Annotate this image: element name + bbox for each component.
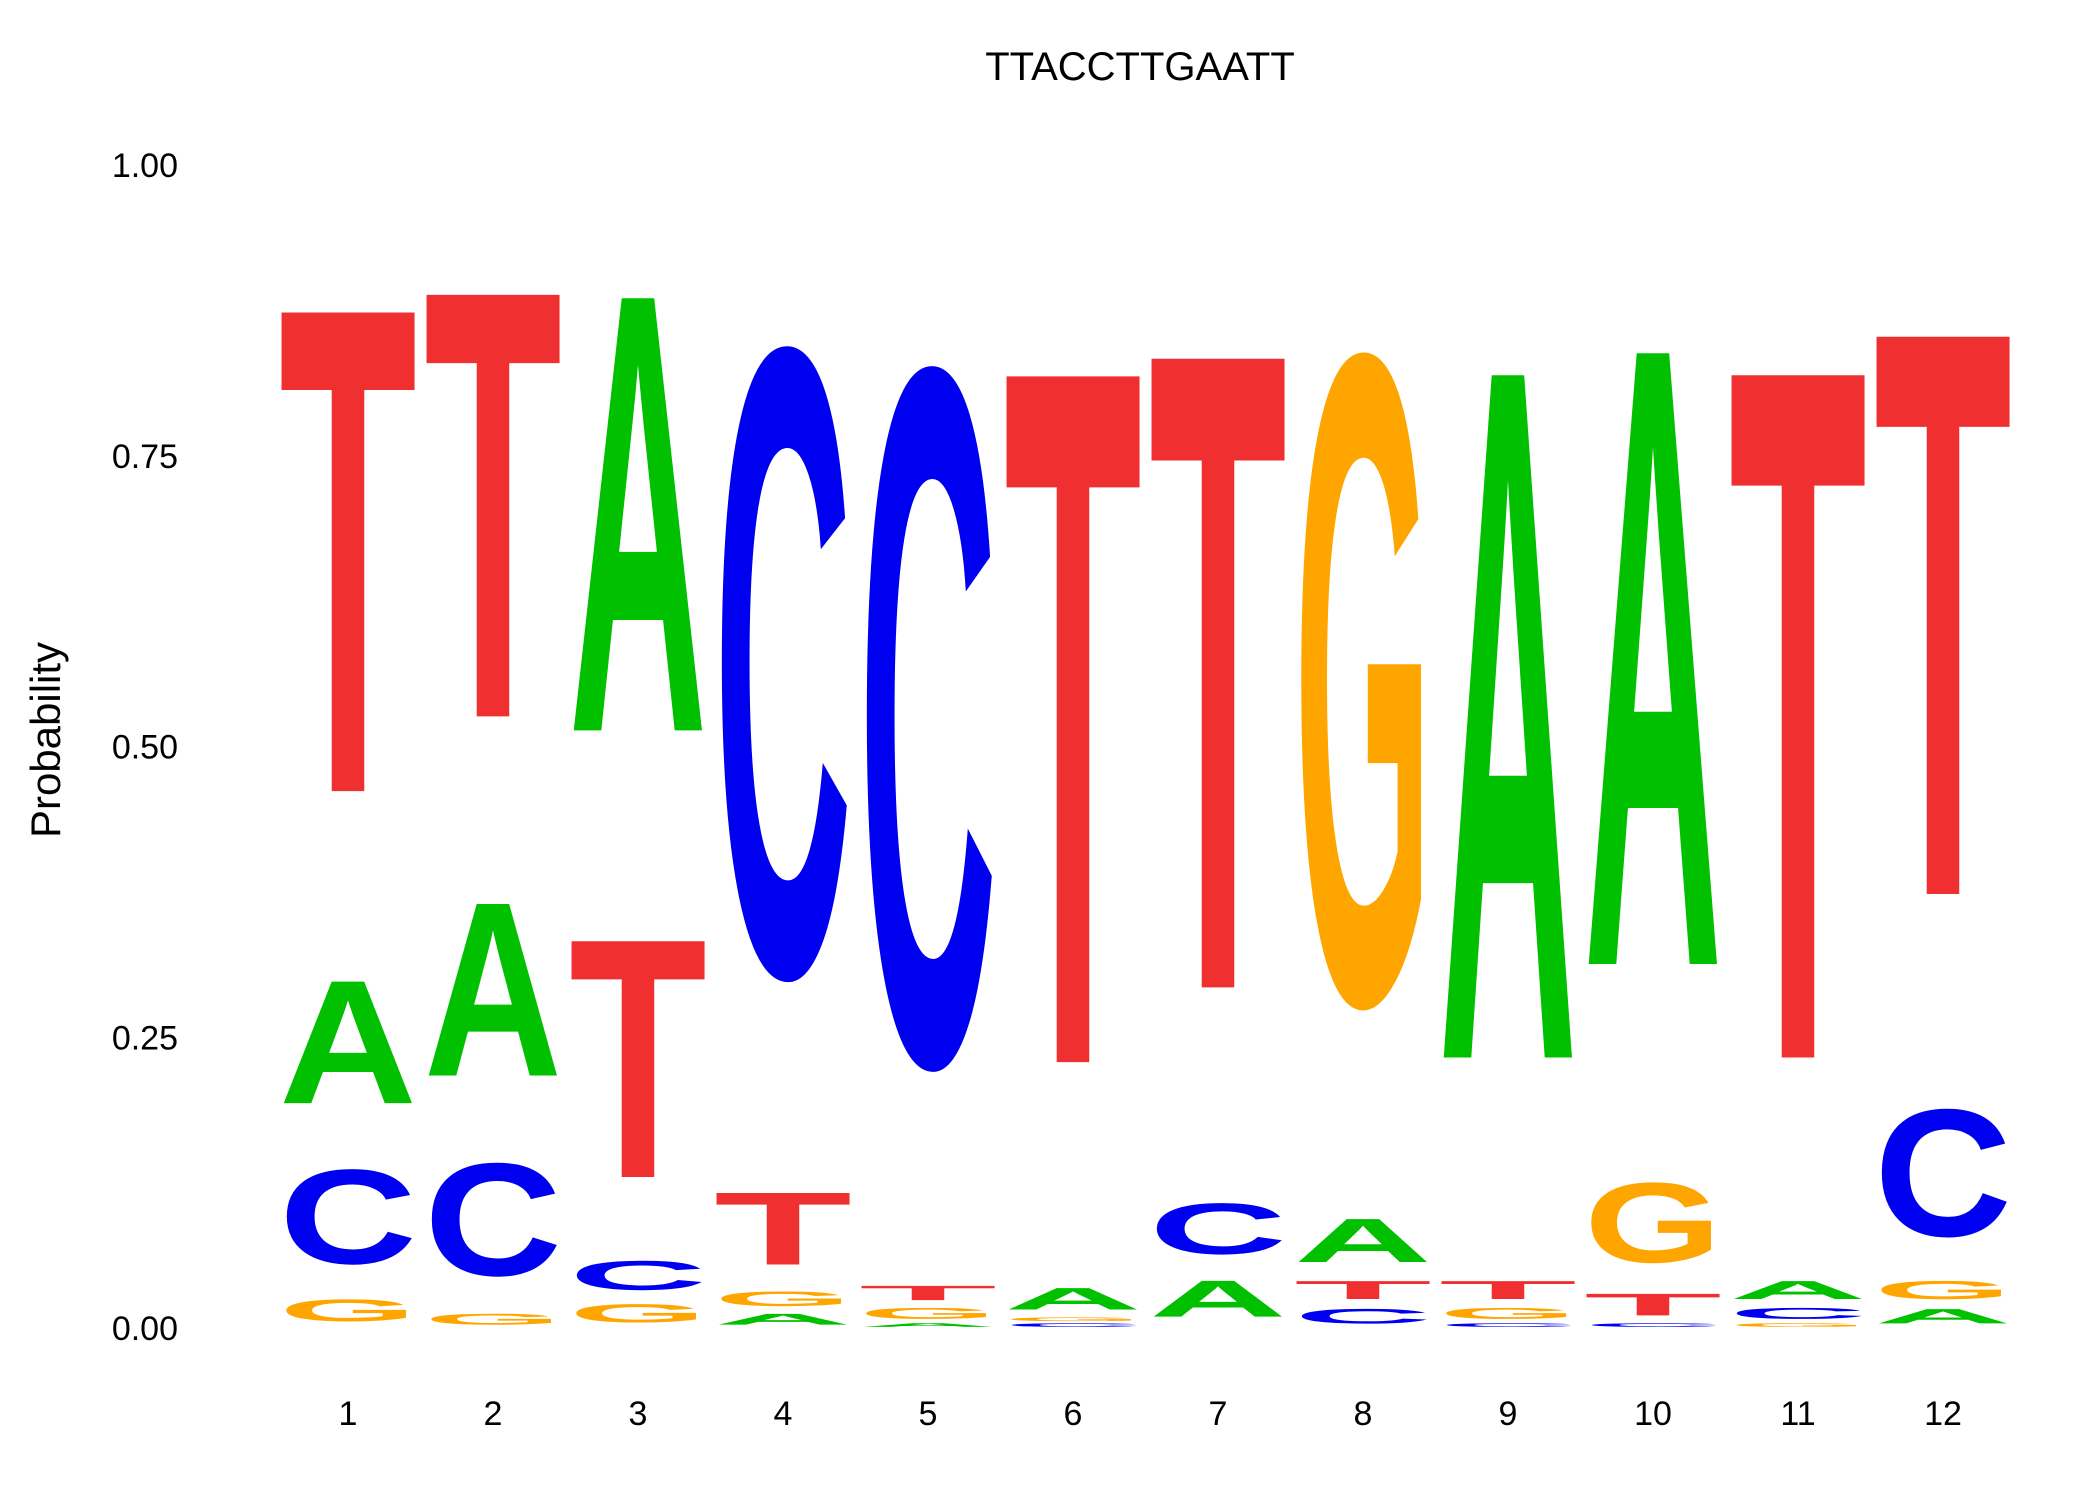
logo-letter-g: G [1004, 1316, 1142, 1322]
logo-letter-c: C [1004, 1322, 1142, 1328]
logo-letter-t: T [714, 1171, 852, 1287]
x-tick-label: 7 [1209, 1395, 1228, 1433]
logo-letter-c: C [1149, 1188, 1287, 1269]
logo-letter-a: A [1004, 1282, 1142, 1317]
logo-letter-t: T [1874, 161, 2012, 1066]
logo-letter-c: C [569, 1253, 707, 1299]
logo-letter-a: A [1294, 1206, 1432, 1276]
logo-letter-a: A [859, 1322, 997, 1328]
logo-letter-t: T [859, 1281, 997, 1304]
y-tick-label: 0.50 [112, 729, 178, 767]
x-tick-label: 5 [919, 1395, 938, 1433]
logo-letter-g: G [569, 1299, 707, 1328]
logo-letter-t: T [1294, 1276, 1432, 1305]
x-tick-label: 12 [1924, 1395, 1962, 1433]
logo-letter-t: T [1439, 1276, 1577, 1305]
logo-letter-g: G [424, 1310, 562, 1327]
x-tick-label: 1 [339, 1395, 358, 1433]
logo-letter-a: A [279, 943, 417, 1141]
x-tick-label: 4 [774, 1395, 793, 1433]
logo-letter-c: C [1874, 1071, 2012, 1275]
logo-letter-a: A [424, 851, 562, 1129]
logo-letter-c: C [859, 161, 997, 1275]
logo-letter-c: C [1294, 1305, 1432, 1328]
logo-letter-t: T [279, 162, 417, 939]
y-tick-label: 0.25 [112, 1019, 178, 1057]
logo-letter-g: G [1294, 160, 1432, 1199]
y-tick-label: 0.00 [112, 1310, 178, 1348]
x-tick-label: 8 [1354, 1395, 1373, 1433]
logo-letter-c: C [1729, 1305, 1867, 1322]
logo-letter-a: A [1584, 162, 1722, 1153]
x-tick-label: 2 [484, 1395, 503, 1433]
x-tick-label: 10 [1634, 1395, 1672, 1433]
logo-letter-g: G [714, 1287, 852, 1310]
logo-letter-t: T [1149, 161, 1287, 1182]
y-axis-ticks: 0.00 0.25 0.50 0.75 1.00 [112, 147, 178, 1348]
logo-letter-c: C [1584, 1322, 1722, 1328]
logo-letters: GCATGCATGCTAAGTCAGTCCGATACTCTAGCGTACTGAG… [279, 160, 2012, 1328]
logo-letter-t: T [1004, 162, 1142, 1275]
x-tick-label: 9 [1499, 1395, 1518, 1433]
logo-letter-g: G [1874, 1275, 2012, 1304]
chart-title: TTACCTTGAATT [985, 45, 1295, 89]
logo-letter-g: G [1584, 1159, 1722, 1287]
logo-letter-c: C [279, 1142, 417, 1293]
logo-letter-c: C [424, 1130, 562, 1309]
x-axis-ticks: 1 2 3 4 5 6 7 8 9 10 11 12 [339, 1395, 1962, 1433]
logo-letter-a: A [1874, 1305, 2012, 1328]
y-tick-label: 0.75 [112, 438, 178, 476]
logo-letter-t: T [1729, 161, 1867, 1268]
logo-letter-a: A [1439, 162, 1577, 1269]
logo-letter-a: A [1149, 1269, 1287, 1327]
y-tick-label: 1.00 [112, 147, 178, 185]
logo-letter-g: G [1439, 1305, 1577, 1322]
logo-letter-g: G [1729, 1322, 1867, 1328]
x-tick-label: 3 [629, 1395, 648, 1433]
logo-letter-a: A [569, 163, 707, 864]
x-tick-label: 6 [1064, 1395, 1083, 1433]
logo-letter-g: G [859, 1305, 997, 1322]
logo-letter-a: A [714, 1310, 852, 1327]
logo-letter-c: C [714, 160, 852, 1164]
logo-letter-t: T [1584, 1287, 1722, 1322]
logo-letter-a: A [1729, 1276, 1867, 1305]
y-axis-label: Probability [22, 642, 69, 838]
logo-letter-c: C [1439, 1322, 1577, 1328]
logo-letter-t: T [424, 162, 562, 847]
logo-letter-g: G [279, 1293, 417, 1328]
x-tick-label: 11 [1780, 1395, 1815, 1433]
logo-letter-t: T [569, 868, 707, 1251]
